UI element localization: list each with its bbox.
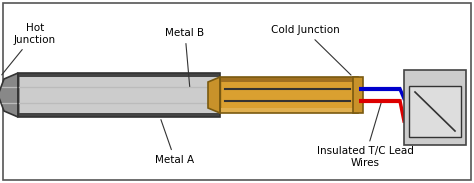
Bar [20, 77, 218, 113]
Bar [404, 70, 466, 145]
Bar [18, 73, 220, 117]
Text: Metal A: Metal A [155, 120, 194, 165]
Polygon shape [208, 77, 220, 113]
Bar [220, 108, 358, 113]
Bar [222, 82, 356, 108]
Bar [220, 77, 358, 113]
Text: Metal B: Metal B [165, 28, 205, 87]
Bar [220, 77, 358, 113]
Text: Insulated T/C Lead
Wires: Insulated T/C Lead Wires [317, 103, 413, 168]
Bar [18, 73, 220, 117]
Bar [409, 86, 461, 137]
Bar [18, 113, 220, 117]
Text: Hot
Junction: Hot Junction [2, 23, 56, 75]
Bar [220, 77, 358, 82]
Text: Voltmeter: Voltmeter [418, 74, 452, 80]
Bar [353, 77, 363, 113]
Text: Cold Junction: Cold Junction [271, 25, 351, 75]
Polygon shape [0, 73, 18, 117]
Bar [18, 73, 220, 77]
